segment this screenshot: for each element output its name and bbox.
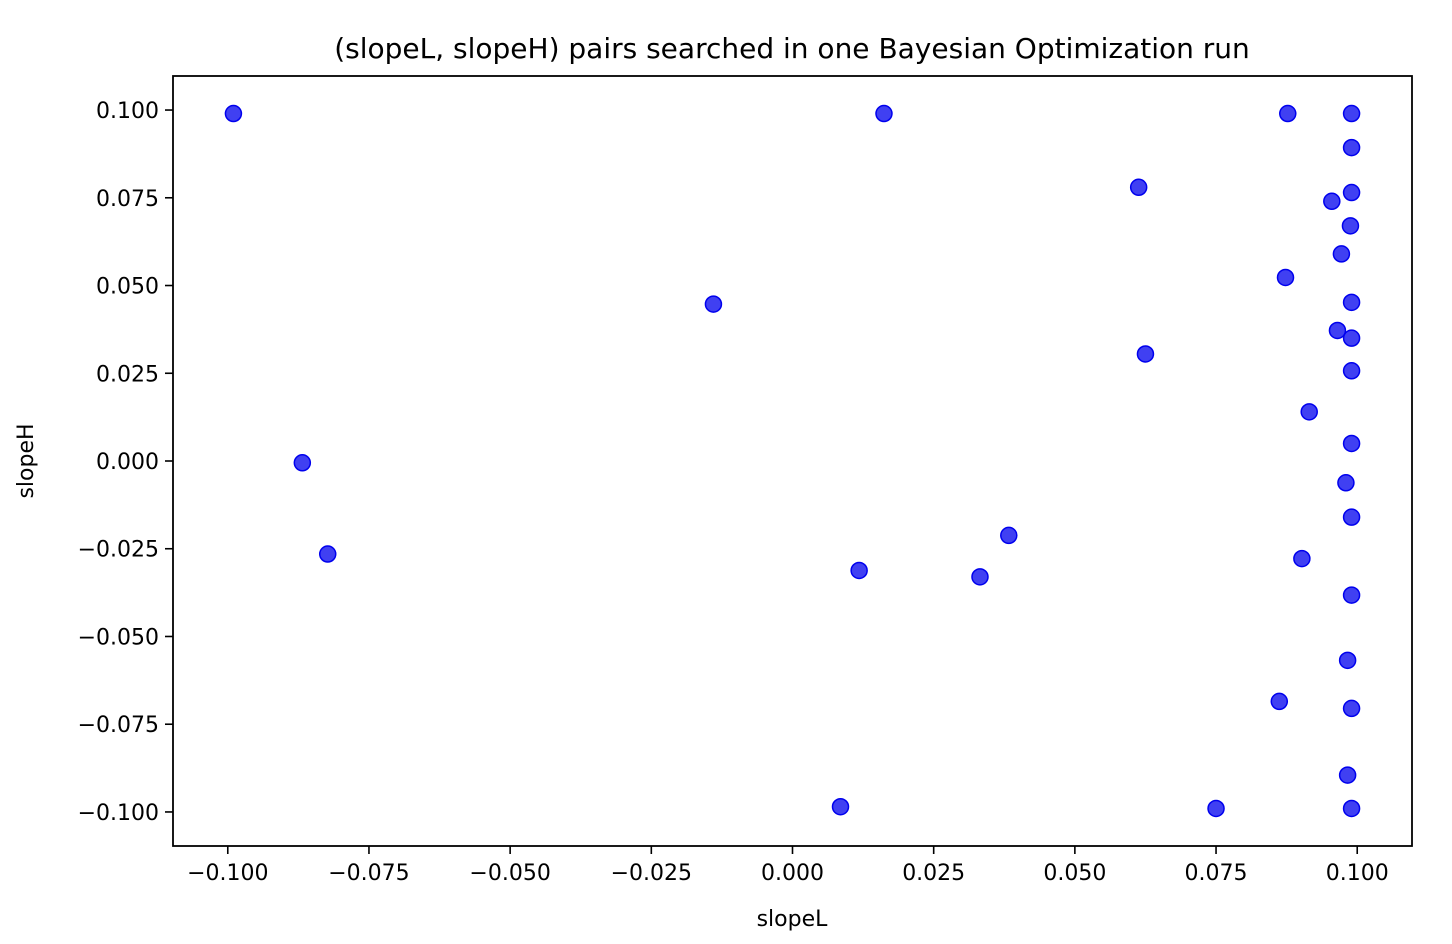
data-point [1338, 766, 1357, 784]
plot-frame [172, 75, 1413, 847]
data-point [1293, 549, 1311, 568]
data-point [1000, 526, 1018, 545]
data-point [1338, 651, 1357, 670]
data-point [1342, 293, 1361, 312]
y-tick-label: 0.000 [96, 450, 159, 475]
data-point [1276, 268, 1295, 287]
y-tick-label: 0.025 [96, 362, 159, 387]
y-tick-label: 0.100 [96, 99, 159, 124]
y-tick-label: −0.100 [78, 801, 159, 826]
data-point [1342, 183, 1361, 202]
data-point [1300, 403, 1318, 421]
x-tick-label: −0.100 [187, 861, 268, 886]
data-point [1207, 799, 1225, 818]
data-point [971, 568, 989, 586]
y-tick-label: 0.050 [96, 275, 159, 300]
data-point [1270, 692, 1289, 711]
data-point [1342, 508, 1361, 526]
data-point [1342, 138, 1361, 157]
data-point [1342, 799, 1361, 818]
data-point [1279, 104, 1297, 123]
y-tick-label: −0.025 [78, 538, 159, 563]
data-point [831, 797, 850, 816]
data-point [318, 545, 337, 563]
y-tick-label: −0.050 [78, 625, 159, 650]
x-tick-label: 0.100 [1326, 861, 1389, 886]
data-point [1342, 586, 1361, 604]
data-point [1332, 245, 1351, 263]
data-point [1342, 329, 1361, 347]
x-tick-label: 0.000 [761, 861, 824, 886]
data-point [224, 104, 243, 123]
chart-title: (slopeL, slopeH) pairs searched in one B… [334, 32, 1250, 65]
data-point [1342, 104, 1361, 123]
x-axis-label: slopeL [757, 907, 829, 932]
axis-ticks: −0.100 −0.075 −0.050 −0.025 0.000 0.025 0.050 0… [78, 99, 1389, 886]
data-points [224, 104, 1361, 818]
data-point [293, 454, 312, 472]
data-point [704, 295, 723, 313]
y-tick-label: 0.075 [96, 187, 159, 212]
data-point [1342, 434, 1361, 453]
data-point [1328, 321, 1347, 340]
data-point [1323, 192, 1341, 211]
y-tick-label: −0.075 [78, 713, 159, 738]
x-tick-label: 0.025 [902, 861, 965, 886]
x-tick-label: −0.050 [469, 861, 550, 886]
data-point [1129, 178, 1148, 197]
data-point [1342, 699, 1361, 718]
data-point [1342, 362, 1361, 380]
data-point [875, 104, 893, 123]
x-tick-label: 0.050 [1043, 861, 1106, 886]
y-axis-label: slopeH [14, 423, 39, 498]
data-point [1341, 217, 1360, 235]
x-tick-label: −0.075 [328, 861, 409, 886]
x-tick-label: −0.025 [611, 861, 692, 886]
x-tick-label: 0.075 [1185, 861, 1248, 886]
data-point [1136, 345, 1155, 363]
data-point [1337, 474, 1355, 492]
data-point [850, 561, 868, 580]
